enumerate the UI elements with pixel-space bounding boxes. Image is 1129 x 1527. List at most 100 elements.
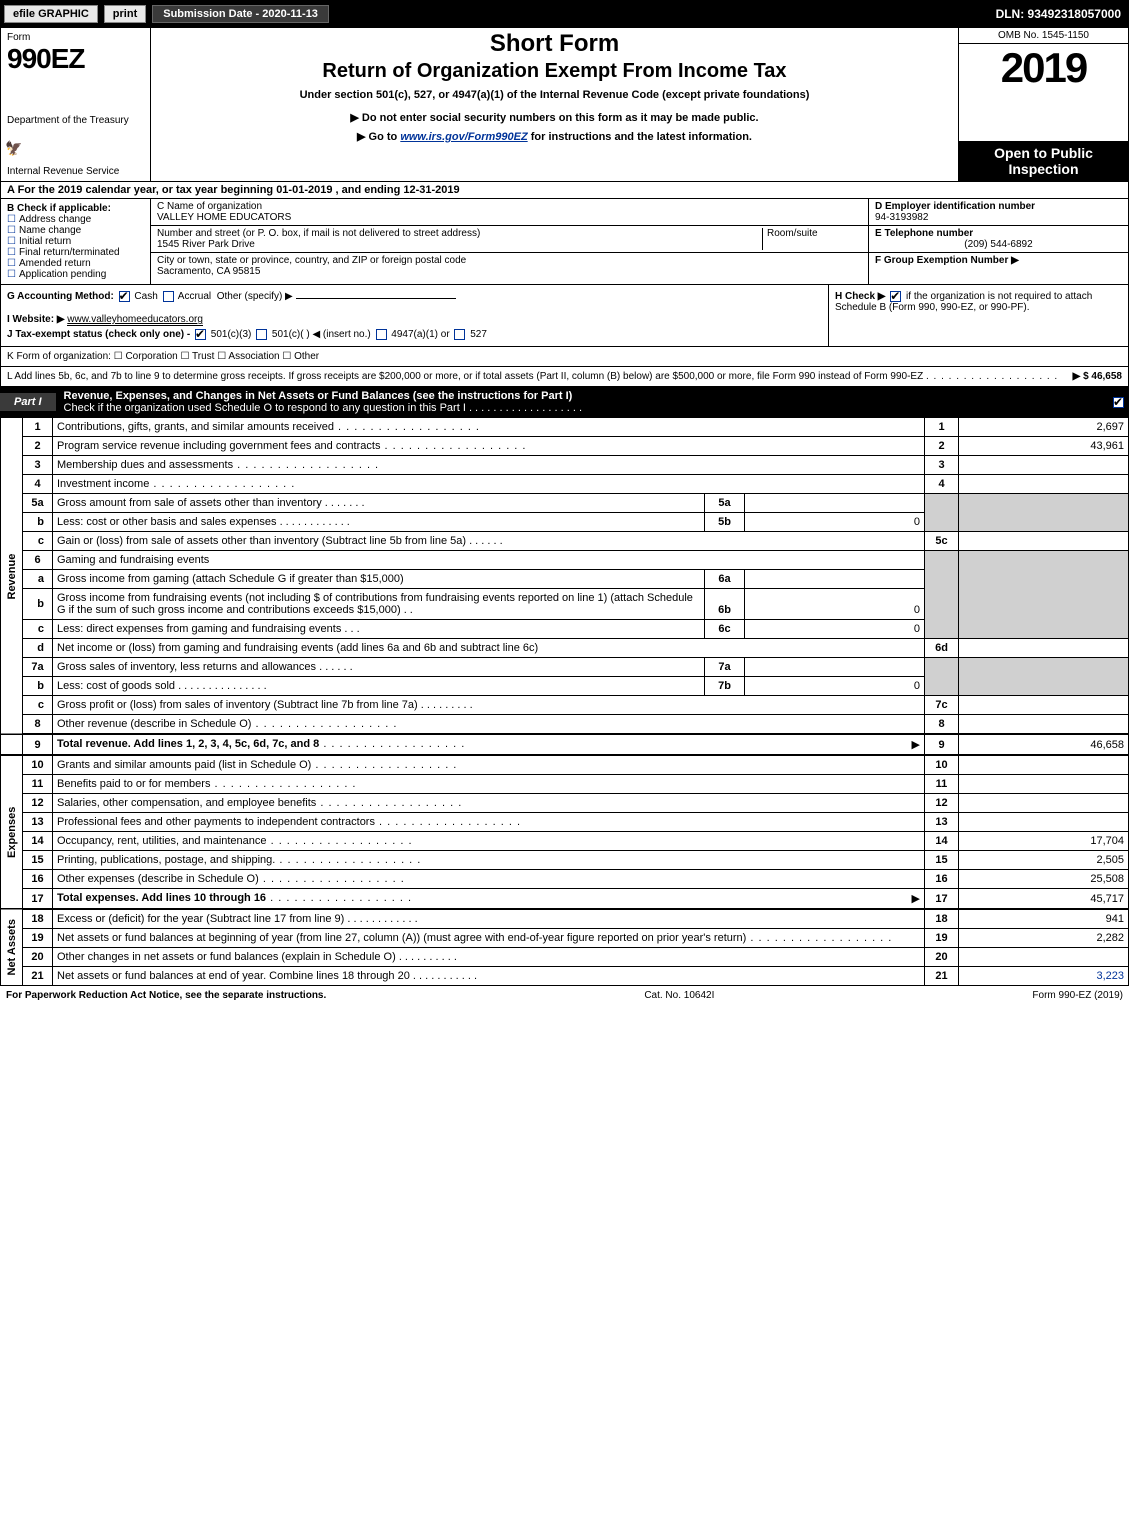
chk-cash[interactable]	[119, 291, 130, 302]
h-label: H Check ▶	[835, 291, 885, 302]
column-b-checkboxes: B Check if applicable: ☐Address change ☐…	[1, 199, 151, 284]
num-3: 3	[925, 456, 959, 475]
sub-7b: 7b	[705, 677, 745, 696]
chk-application-pending[interactable]: ☐Application pending	[7, 269, 144, 280]
num-5c: 5c	[925, 532, 959, 551]
sub-6b: 6b	[705, 589, 745, 620]
chk-527[interactable]	[454, 329, 465, 340]
num-17: 17	[925, 889, 959, 910]
desc-7a: Gross sales of inventory, less returns a…	[57, 661, 316, 673]
arrow-9: ▶	[912, 738, 920, 751]
ln-4: 4	[23, 475, 53, 494]
num-21: 21	[925, 967, 959, 986]
val-12	[959, 794, 1129, 813]
netassets-side-label: Net Assets	[1, 909, 23, 986]
e-phone-label: E Telephone number	[875, 228, 1122, 239]
ln-15: 15	[23, 851, 53, 870]
print-button[interactable]: print	[104, 5, 146, 23]
tax-year: 2019	[959, 44, 1128, 141]
desc-6a: Gross income from gaming (attach Schedul…	[57, 573, 404, 585]
val-19: 2,282	[959, 929, 1129, 948]
chk-schedule-o[interactable]	[1113, 397, 1124, 408]
chk-initial-return[interactable]: ☐Initial return	[7, 236, 144, 247]
c-city: Sacramento, CA 95815	[157, 266, 466, 277]
instructions-line: ▶ Go to www.irs.gov/Form990EZ for instru…	[157, 130, 952, 143]
sub-5b: 5b	[705, 513, 745, 532]
num-2: 2	[925, 437, 959, 456]
row-k-org-form: K Form of organization: ☐ Corporation ☐ …	[0, 347, 1129, 367]
short-form-label: Short Form	[157, 30, 952, 58]
ln-1: 1	[23, 418, 53, 437]
ln-6c: c	[23, 620, 53, 639]
footer-cat-no: Cat. No. 10642I	[326, 990, 1032, 1001]
num-13: 13	[925, 813, 959, 832]
c-street: 1545 River Park Drive	[157, 239, 762, 250]
sub-6a: 6a	[705, 570, 745, 589]
part1-header: Part I Revenue, Expenses, and Changes in…	[0, 387, 1129, 417]
num-10: 10	[925, 755, 959, 775]
desc-6b: Gross income from fundraising events (no…	[57, 592, 693, 616]
num-6d: 6d	[925, 639, 959, 658]
other-label: Other (specify) ▶	[217, 291, 293, 302]
part1-table: Revenue 1 Contributions, gifts, grants, …	[0, 417, 1129, 986]
irs-label: Internal Revenue Service	[7, 166, 144, 177]
website-link[interactable]: www.valleyhomeeducators.org	[67, 314, 203, 326]
c-org-name: VALLEY HOME EDUCATORS	[157, 212, 862, 223]
form-title: Return of Organization Exempt From Incom…	[157, 60, 952, 83]
submission-date-badge: Submission Date - 2020-11-13	[152, 5, 329, 23]
val-13	[959, 813, 1129, 832]
ln-10: 10	[23, 755, 53, 775]
501c3-label: 501(c)(3)	[211, 329, 252, 340]
val-14: 17,704	[959, 832, 1129, 851]
form-number: 990EZ	[7, 43, 144, 75]
ln-8: 8	[23, 715, 53, 735]
chk-amended-return[interactable]: ☐Amended return	[7, 258, 144, 269]
form-meta-block: OMB No. 1545-1150 2019 Open to Public In…	[958, 28, 1128, 181]
chk-accrual[interactable]	[163, 291, 174, 302]
c-city-label: City or town, state or province, country…	[157, 255, 466, 266]
subval-6b: 0	[745, 589, 925, 620]
footer-left: For Paperwork Reduction Act Notice, see …	[6, 990, 326, 1001]
desc-3: Membership dues and assessments	[57, 459, 233, 471]
desc-14: Occupancy, rent, utilities, and maintena…	[57, 835, 267, 847]
chk-address-change[interactable]: ☐Address change	[7, 214, 144, 225]
ln-2: 2	[23, 437, 53, 456]
ln-3: 3	[23, 456, 53, 475]
chk-501c[interactable]	[256, 329, 267, 340]
ln-11: 11	[23, 775, 53, 794]
dln-label: DLN: 93492318057000	[996, 7, 1125, 21]
subval-5a	[745, 494, 925, 513]
ln-7c: c	[23, 696, 53, 715]
efile-graphic-button[interactable]: efile GRAPHIC	[4, 5, 98, 23]
form-subtitle: Under section 501(c), 527, or 4947(a)(1)…	[157, 89, 952, 101]
ln-12: 12	[23, 794, 53, 813]
val-18: 941	[959, 909, 1129, 929]
chk-final-return[interactable]: ☐Final return/terminated	[7, 247, 144, 258]
val-2: 43,961	[959, 437, 1129, 456]
chk-4947[interactable]	[376, 329, 387, 340]
ln-21: 21	[23, 967, 53, 986]
chk-501c3[interactable]	[195, 329, 206, 340]
omb-number: OMB No. 1545-1150	[959, 28, 1128, 44]
cash-label: Cash	[134, 291, 157, 302]
c-street-label: Number and street (or P. O. box, if mail…	[157, 228, 762, 239]
d-ein-label: D Employer identification number	[875, 201, 1122, 212]
subval-6a	[745, 570, 925, 589]
desc-18: Excess or (deficit) for the year (Subtra…	[57, 913, 344, 925]
shadeval-7ab	[959, 658, 1129, 696]
ln-6b: b	[23, 589, 53, 620]
goto-prefix: ▶ Go to	[357, 131, 400, 143]
goto-suffix: for instructions and the latest informat…	[531, 131, 752, 143]
chk-h-not-required[interactable]	[890, 291, 901, 302]
desc-7b: Less: cost of goods sold	[57, 680, 175, 692]
chk-name-change[interactable]: ☐Name change	[7, 225, 144, 236]
line-a-tax-year: A For the 2019 calendar year, or tax yea…	[0, 182, 1129, 199]
part1-title: Revenue, Expenses, and Changes in Net As…	[64, 390, 1111, 414]
row-gh: G Accounting Method: Cash Accrual Other …	[0, 285, 1129, 347]
subval-7a	[745, 658, 925, 677]
irs-link[interactable]: www.irs.gov/Form990EZ	[400, 131, 527, 143]
desc-9: Total revenue. Add lines 1, 2, 3, 4, 5c,…	[57, 738, 319, 750]
col-h: H Check ▶ if the organization is not req…	[828, 285, 1128, 346]
num-19: 19	[925, 929, 959, 948]
revenue-side-label: Revenue	[1, 418, 23, 735]
